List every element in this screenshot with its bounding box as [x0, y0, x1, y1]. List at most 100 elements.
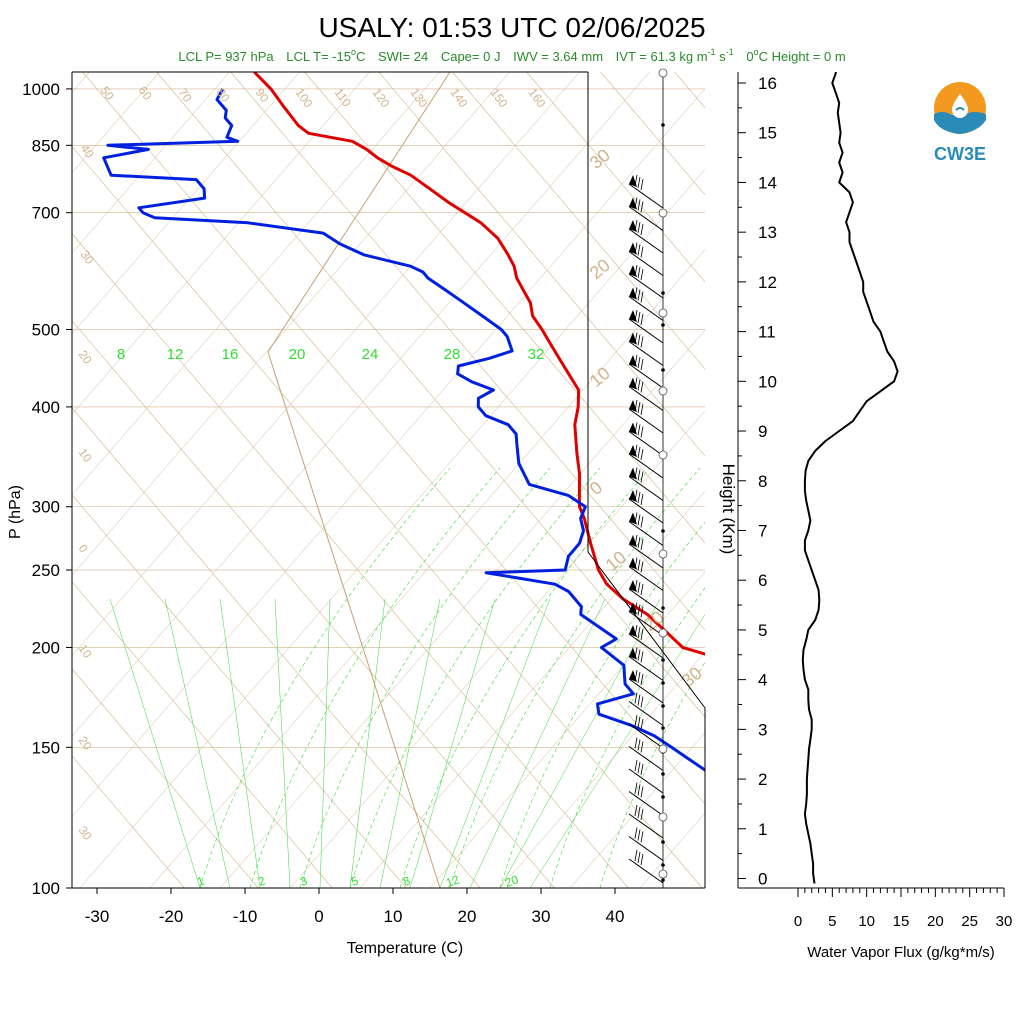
wind-barb	[628, 363, 664, 389]
isotherm-label: 70	[176, 86, 195, 105]
temperature-tick-label: 10	[384, 907, 403, 926]
isotherm-line	[600, 72, 705, 196]
isotherm-label: 160	[526, 86, 549, 111]
wind-level-circle	[658, 450, 668, 460]
diagram-right-boundary	[587, 72, 706, 888]
isotherm-label: 100	[293, 86, 316, 111]
wind-barb	[628, 408, 664, 434]
subtitle-zero-height-rest: C Height = 0 m	[759, 49, 846, 64]
flux-tick-label: 30	[996, 913, 1013, 930]
wind-barb-feather	[637, 266, 641, 279]
wind-barb-feather	[634, 624, 638, 637]
wind-barb-feather	[640, 291, 644, 303]
dry-adiabat-label: 10	[602, 547, 630, 575]
isotherm-label: 40	[78, 142, 97, 161]
isotherm-label: 20	[76, 734, 95, 753]
wind-level-dot	[661, 658, 665, 662]
mixing-ratio-line	[499, 598, 661, 888]
subtitle-zero-height-deg: o	[754, 47, 759, 57]
wind-barb	[628, 183, 664, 209]
moist-adiabat-line	[499, 521, 705, 888]
wind-barb-feather	[637, 491, 641, 504]
isotherm-line	[72, 233, 629, 888]
subtitle-lcl-p: LCL P= 937 hPa	[178, 49, 274, 64]
wind-level-dot	[661, 123, 665, 127]
dry-adiabat-line	[72, 72, 650, 737]
height-tick-label: 6	[758, 571, 767, 590]
wind-barb-feather	[640, 763, 644, 776]
moist-adiabat-line	[549, 587, 705, 888]
flux-series	[801, 72, 899, 884]
wind-barb-feather	[634, 534, 638, 547]
isotherm-line	[526, 72, 705, 283]
wind-barb-feather	[640, 201, 644, 213]
subtitle-lcl-t-unit: C	[356, 49, 365, 64]
wind-barb-feather	[634, 804, 638, 817]
wind-barb-feather	[637, 829, 641, 841]
wind-barb-feather	[634, 669, 638, 682]
isotherm-label: 30	[76, 824, 95, 843]
wind-barb-feather	[634, 242, 638, 254]
skewt-y-axis-label: P (hPa)	[7, 485, 24, 539]
moist-adiabat-line	[299, 467, 551, 888]
subtitle-swi: SWI= 24	[378, 49, 428, 64]
wind-barb-feather	[634, 444, 638, 457]
wind-barb-feather	[634, 287, 638, 299]
wind-barb	[628, 498, 664, 524]
logo-wave-icon	[934, 112, 986, 134]
mixing-ratio-line	[164, 598, 231, 888]
dry-adiabat-line	[79, 168, 705, 888]
wind-barb	[628, 476, 664, 501]
wind-barb-feather	[640, 651, 644, 663]
wind-barb-feather	[637, 581, 641, 594]
mixing-ratio-line	[109, 598, 201, 888]
isotherm-label: 60	[136, 84, 155, 103]
wind-barb	[628, 633, 664, 659]
wind-barb	[628, 521, 664, 546]
wind-barb-feather	[634, 219, 638, 232]
wind-barb-feather	[634, 737, 638, 749]
isotherm-line	[72, 494, 407, 888]
wind-level-dot	[661, 368, 665, 372]
dry-adiabat-line	[149, 249, 705, 888]
isotherm-line	[156, 72, 705, 718]
wind-barb	[628, 296, 664, 321]
pressure-tick-label: 1000	[22, 80, 60, 99]
isotherm-line	[72, 755, 185, 888]
wind-barb-feather	[637, 424, 641, 436]
subtitle-cape: Cape= 0 J	[441, 49, 501, 64]
chart-subtitle: LCL P= 937 hPa LCL T= -15oC SWI= 24 Cape…	[178, 43, 845, 64]
mixing-ratio-bottom-label: 5	[349, 873, 360, 889]
mixing-ratio-bottom-label: 20	[503, 872, 521, 890]
wind-level-dot	[661, 840, 665, 844]
wind-barb	[628, 656, 664, 681]
dry-adiabat-label: 30	[586, 145, 614, 173]
subtitle-ivt-exp1: -1	[708, 47, 716, 57]
wind-barb	[628, 453, 664, 479]
wind-level-dot	[661, 878, 665, 882]
dry-adiabat-label: 10	[586, 363, 614, 391]
wind-barb-feather	[637, 784, 641, 796]
wind-barb-feather	[637, 604, 641, 616]
pressure-tick-label: 200	[32, 638, 60, 657]
wind-barb-feather	[634, 782, 638, 794]
isotherm-line	[72, 320, 555, 888]
wind-barb-feather	[634, 422, 638, 434]
dry-adiabat-line	[72, 88, 705, 818]
chart-title: USALY: 01:53 UTC 02/06/2025	[318, 12, 705, 43]
wind-barb	[628, 386, 664, 411]
pressure-tick-label: 100	[32, 879, 60, 898]
pressure-tick-label: 500	[32, 320, 60, 339]
wind-barb-feather	[634, 309, 638, 322]
parcel-reference-line	[267, 72, 451, 888]
temperature-tick-label: 40	[606, 907, 625, 926]
pressure-tick-label: 850	[32, 136, 60, 155]
wind-barb-feather	[634, 354, 638, 367]
wind-barb-feather	[637, 761, 641, 774]
isotherm-line	[72, 581, 333, 888]
wind-barb-feather	[640, 538, 644, 551]
wind-barb-feather	[640, 448, 644, 461]
wind-barb-feather	[637, 244, 641, 256]
wind-barb	[628, 431, 664, 456]
wind-barb	[628, 588, 664, 614]
